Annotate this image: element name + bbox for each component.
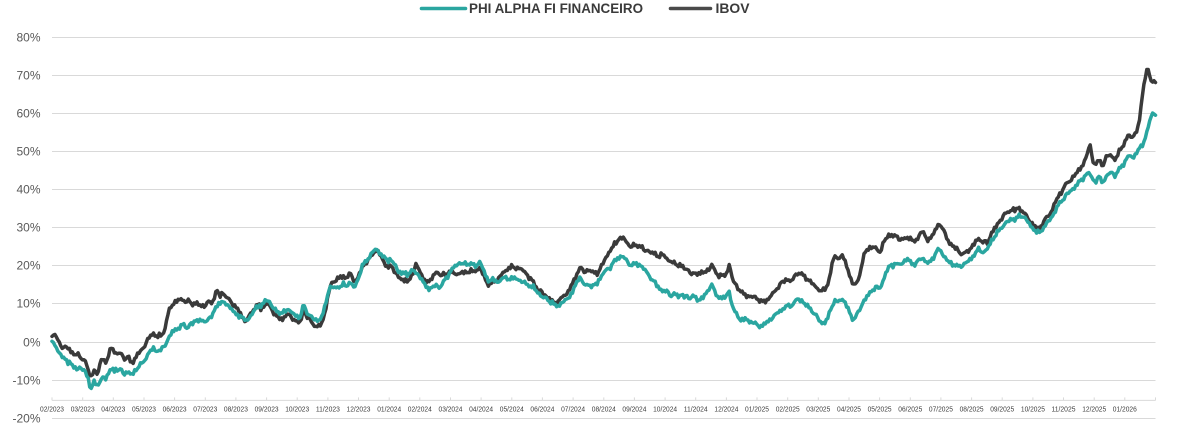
svg-text:11/2023: 11/2023	[316, 405, 340, 414]
svg-text:11/2024: 11/2024	[684, 405, 708, 414]
svg-text:09/2025: 09/2025	[990, 405, 1014, 414]
svg-text:06/2023: 06/2023	[163, 405, 187, 414]
svg-text:02/2023: 02/2023	[40, 405, 64, 414]
svg-text:03/2025: 03/2025	[806, 405, 830, 414]
svg-text:05/2024: 05/2024	[500, 405, 524, 414]
svg-text:09/2023: 09/2023	[255, 405, 279, 414]
svg-text:07/2025: 07/2025	[929, 405, 953, 414]
svg-text:04/2025: 04/2025	[837, 405, 861, 414]
svg-text:10/2023: 10/2023	[285, 405, 309, 414]
svg-text:-10%: -10%	[12, 374, 40, 388]
svg-text:70%: 70%	[16, 69, 40, 83]
svg-text:03/2024: 03/2024	[439, 405, 463, 414]
svg-text:04/2024: 04/2024	[469, 405, 493, 414]
svg-text:60%: 60%	[16, 107, 40, 121]
svg-text:08/2024: 08/2024	[592, 405, 616, 414]
svg-text:0%: 0%	[23, 336, 41, 350]
svg-text:01/2025: 01/2025	[745, 405, 769, 414]
svg-text:09/2024: 09/2024	[622, 405, 646, 414]
svg-text:01/2024: 01/2024	[377, 405, 401, 414]
svg-text:50%: 50%	[16, 145, 40, 159]
svg-text:10%: 10%	[16, 297, 40, 311]
svg-text:12/2025: 12/2025	[1082, 405, 1106, 414]
svg-text:IBOV: IBOV	[716, 1, 750, 16]
svg-text:12/2023: 12/2023	[347, 405, 371, 414]
svg-text:07/2024: 07/2024	[561, 405, 585, 414]
svg-text:80%: 80%	[16, 31, 40, 45]
svg-text:05/2025: 05/2025	[868, 405, 892, 414]
svg-text:08/2023: 08/2023	[224, 405, 248, 414]
svg-text:PHI ALPHA FI FINANCEIRO: PHI ALPHA FI FINANCEIRO	[469, 1, 643, 16]
svg-text:20%: 20%	[16, 259, 40, 273]
svg-text:04/2023: 04/2023	[101, 405, 125, 414]
svg-text:02/2024: 02/2024	[408, 405, 432, 414]
svg-text:40%: 40%	[16, 183, 40, 197]
svg-text:03/2023: 03/2023	[71, 405, 95, 414]
svg-text:07/2023: 07/2023	[193, 405, 217, 414]
svg-text:02/2025: 02/2025	[776, 405, 800, 414]
svg-text:05/2023: 05/2023	[132, 405, 156, 414]
svg-text:01/2026: 01/2026	[1113, 405, 1137, 414]
svg-text:-20%: -20%	[12, 412, 40, 426]
svg-text:06/2025: 06/2025	[898, 405, 922, 414]
svg-text:06/2024: 06/2024	[530, 405, 554, 414]
svg-text:10/2024: 10/2024	[653, 405, 677, 414]
svg-text:12/2024: 12/2024	[714, 405, 738, 414]
svg-text:08/2025: 08/2025	[960, 405, 984, 414]
svg-text:10/2025: 10/2025	[1021, 405, 1045, 414]
svg-text:11/2025: 11/2025	[1052, 405, 1076, 414]
svg-text:30%: 30%	[16, 221, 40, 235]
